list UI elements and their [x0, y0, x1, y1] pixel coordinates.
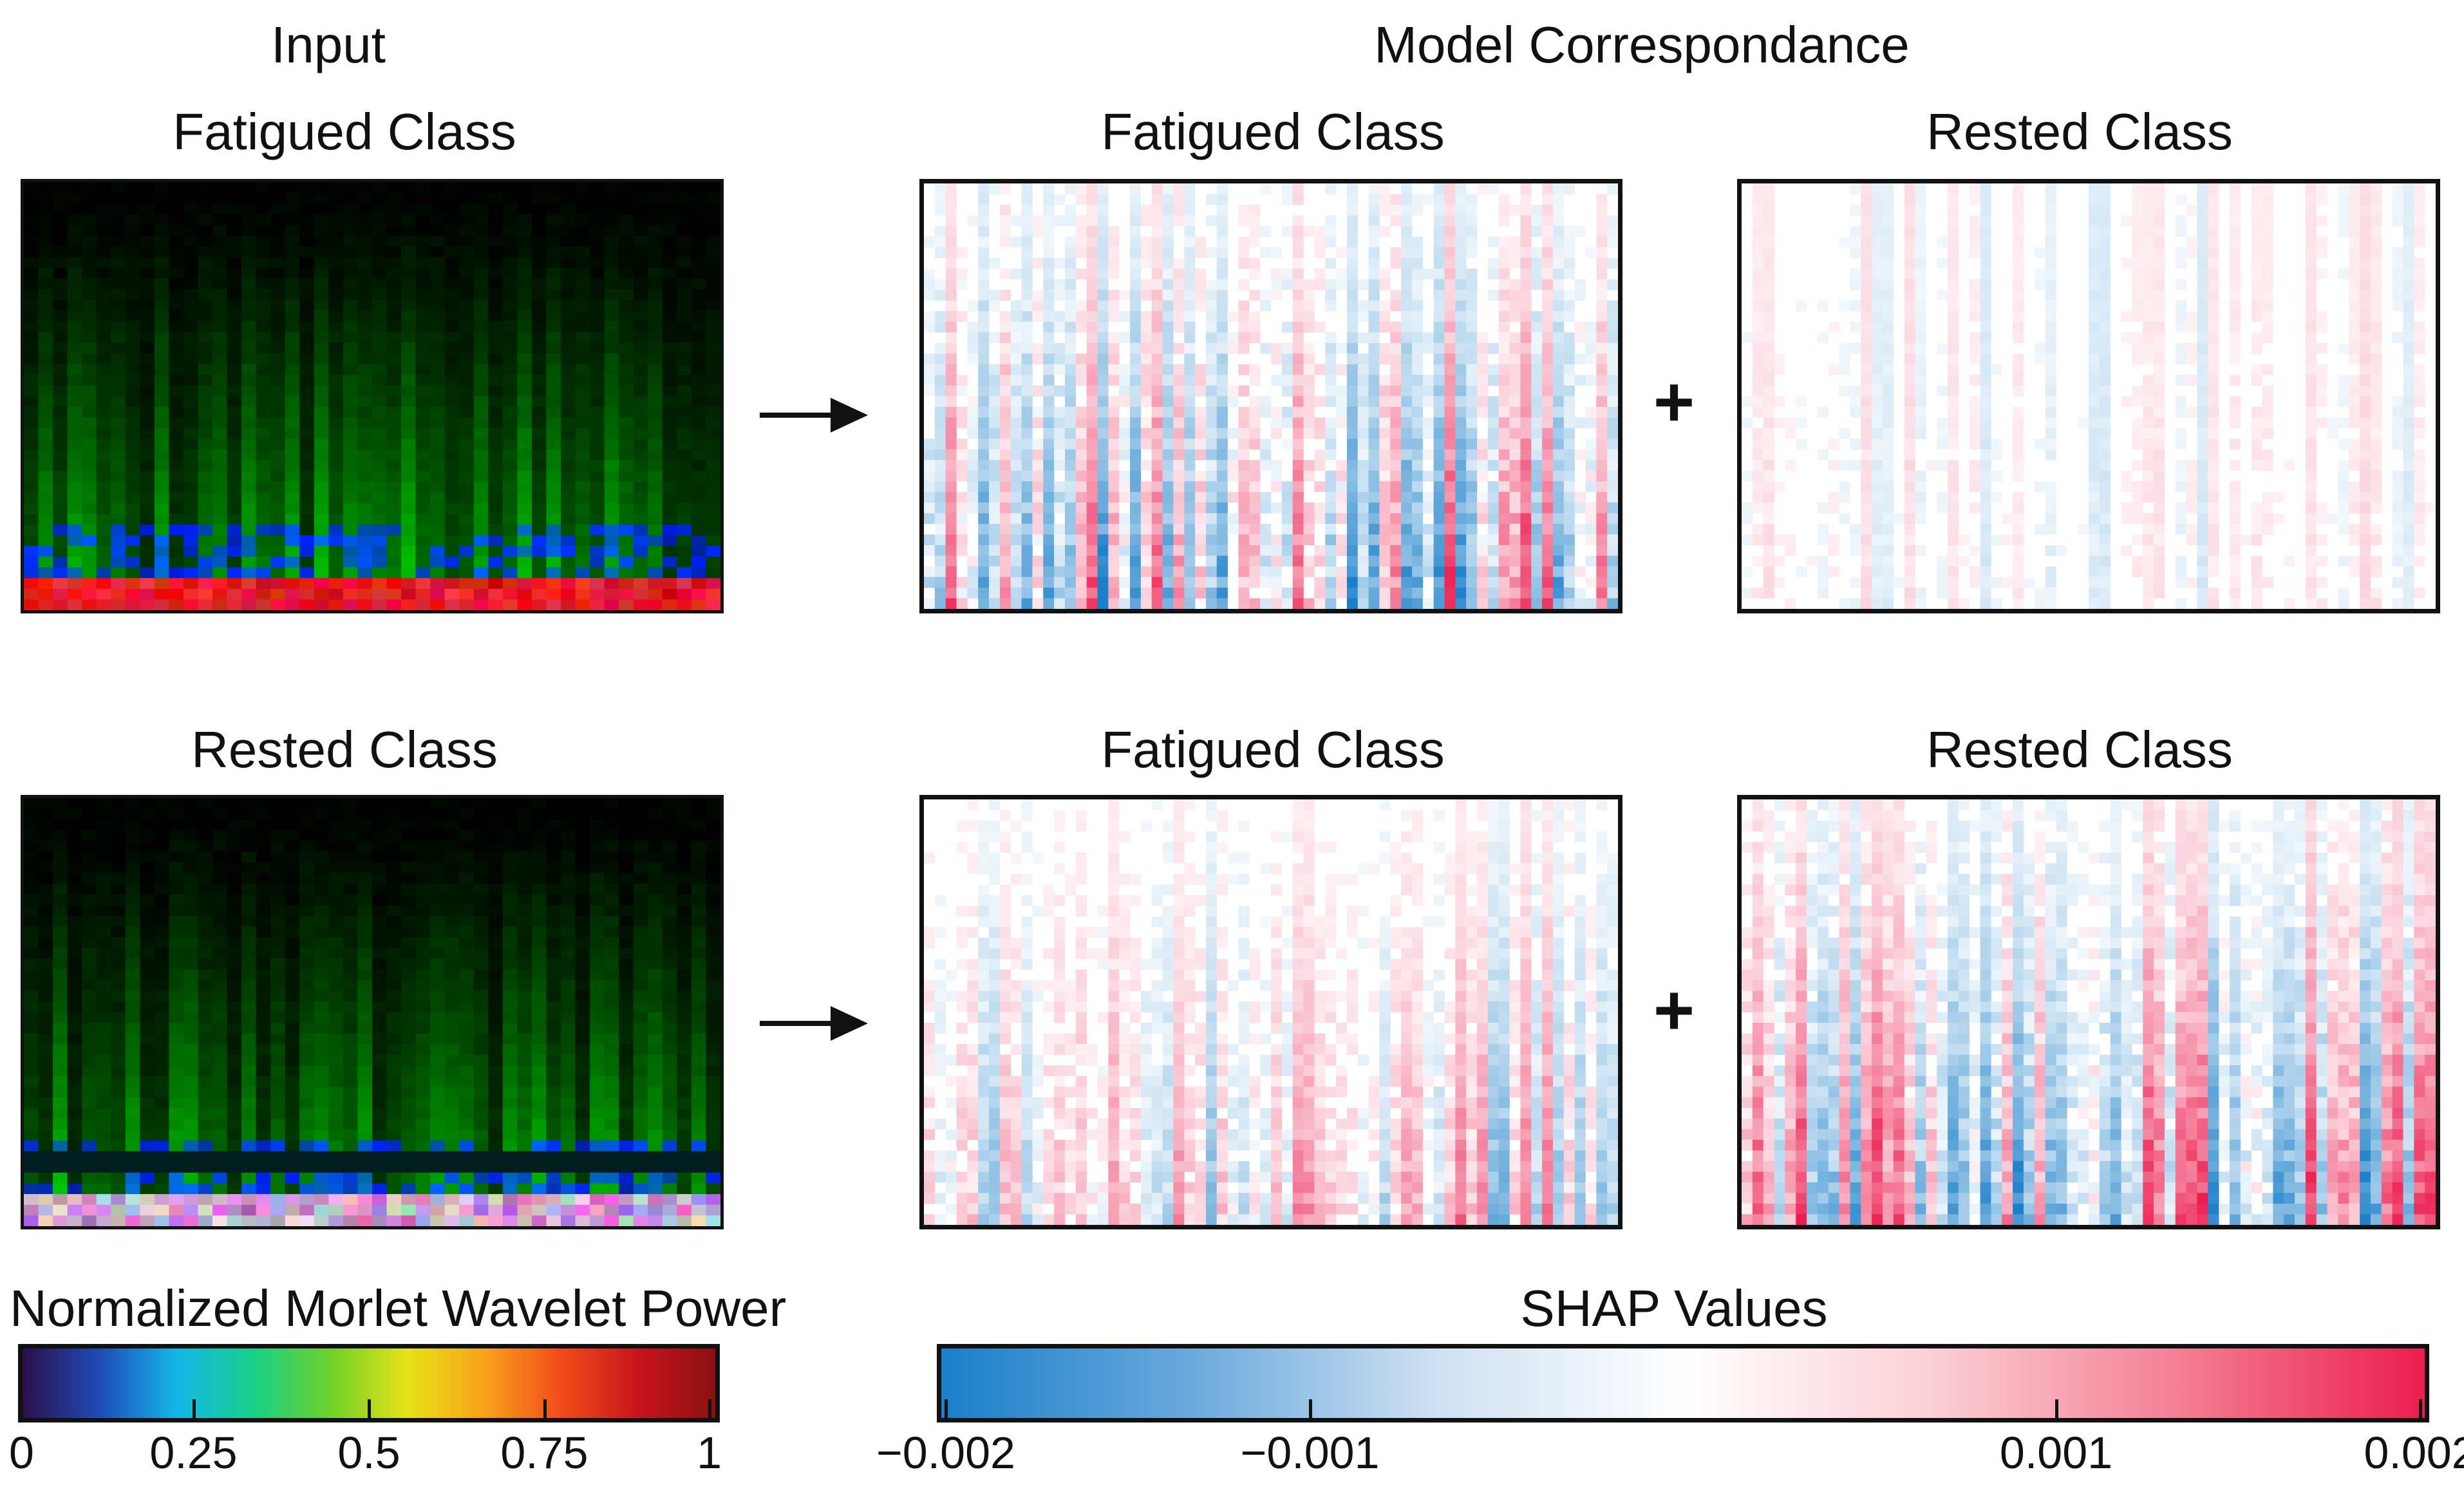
colorbar-tick-label: 1	[697, 1428, 722, 1478]
colorbar-tick-mark	[368, 1399, 371, 1419]
colorbar-tick-mark	[1308, 1399, 1312, 1419]
shap-row1-rested-heatmap	[1737, 179, 2440, 613]
colorbar-tick-mark	[944, 1399, 948, 1419]
colorbar-tick-label: −0.001	[1240, 1428, 1380, 1478]
colorbar-tick-mark	[2419, 1399, 2423, 1419]
colorbar-tick-mark	[708, 1399, 711, 1419]
arrow-right-icon	[760, 1006, 868, 1041]
wavelet-colorbar	[18, 1344, 720, 1422]
colorbar-tick-label: 0.75	[500, 1428, 588, 1478]
shap-row1-fatigued-heatmap	[919, 179, 1622, 613]
colorbar-tick-mark	[2055, 1399, 2058, 1419]
shap-colorbar	[937, 1344, 2429, 1422]
shap-row1-rested-title: Rested Class	[1926, 103, 2233, 160]
shap-row1-fatigued-title: Fatigued Class	[1101, 103, 1445, 160]
colorbar-tick-label: 0.002	[2364, 1428, 2464, 1478]
input-rested-title: Rested Class	[191, 721, 498, 778]
input-fatigued-spectrogram	[21, 179, 724, 613]
shap-row2-rested-title: Rested Class	[1926, 721, 2233, 778]
colorbar-tick-label: 0.5	[337, 1428, 400, 1478]
arrow-right-icon	[760, 398, 868, 433]
colorbar-tick-label: 0	[8, 1428, 34, 1478]
colorbar-tick-mark	[192, 1399, 196, 1419]
plus-icon: +	[1653, 362, 1695, 442]
input-fatigued-title: Fatigued Class	[173, 103, 516, 160]
colorbar-tick-label: 0.25	[149, 1428, 238, 1478]
colorbar-tick-label: −0.002	[876, 1428, 1015, 1478]
shap-row2-fatigued-title: Fatigued Class	[1101, 721, 1445, 778]
model-correspondance-heading: Model Correspondance	[1374, 16, 1910, 73]
wavelet-colorbar-title: Normalized Morlet Wavelet Power	[10, 1280, 787, 1337]
colorbar-tick-mark	[20, 1399, 24, 1419]
colorbar-tick-label: 0.001	[1999, 1428, 2113, 1478]
input-rested-spectrogram	[21, 795, 724, 1229]
plus-icon: +	[1653, 971, 1695, 1050]
shap-colorbar-title: SHAP Values	[1520, 1280, 1828, 1337]
colorbar-tick-mark	[543, 1399, 547, 1419]
input-heading: Input	[271, 16, 386, 73]
shap-row2-fatigued-heatmap	[919, 795, 1622, 1229]
shap-row2-rested-heatmap	[1737, 795, 2440, 1229]
